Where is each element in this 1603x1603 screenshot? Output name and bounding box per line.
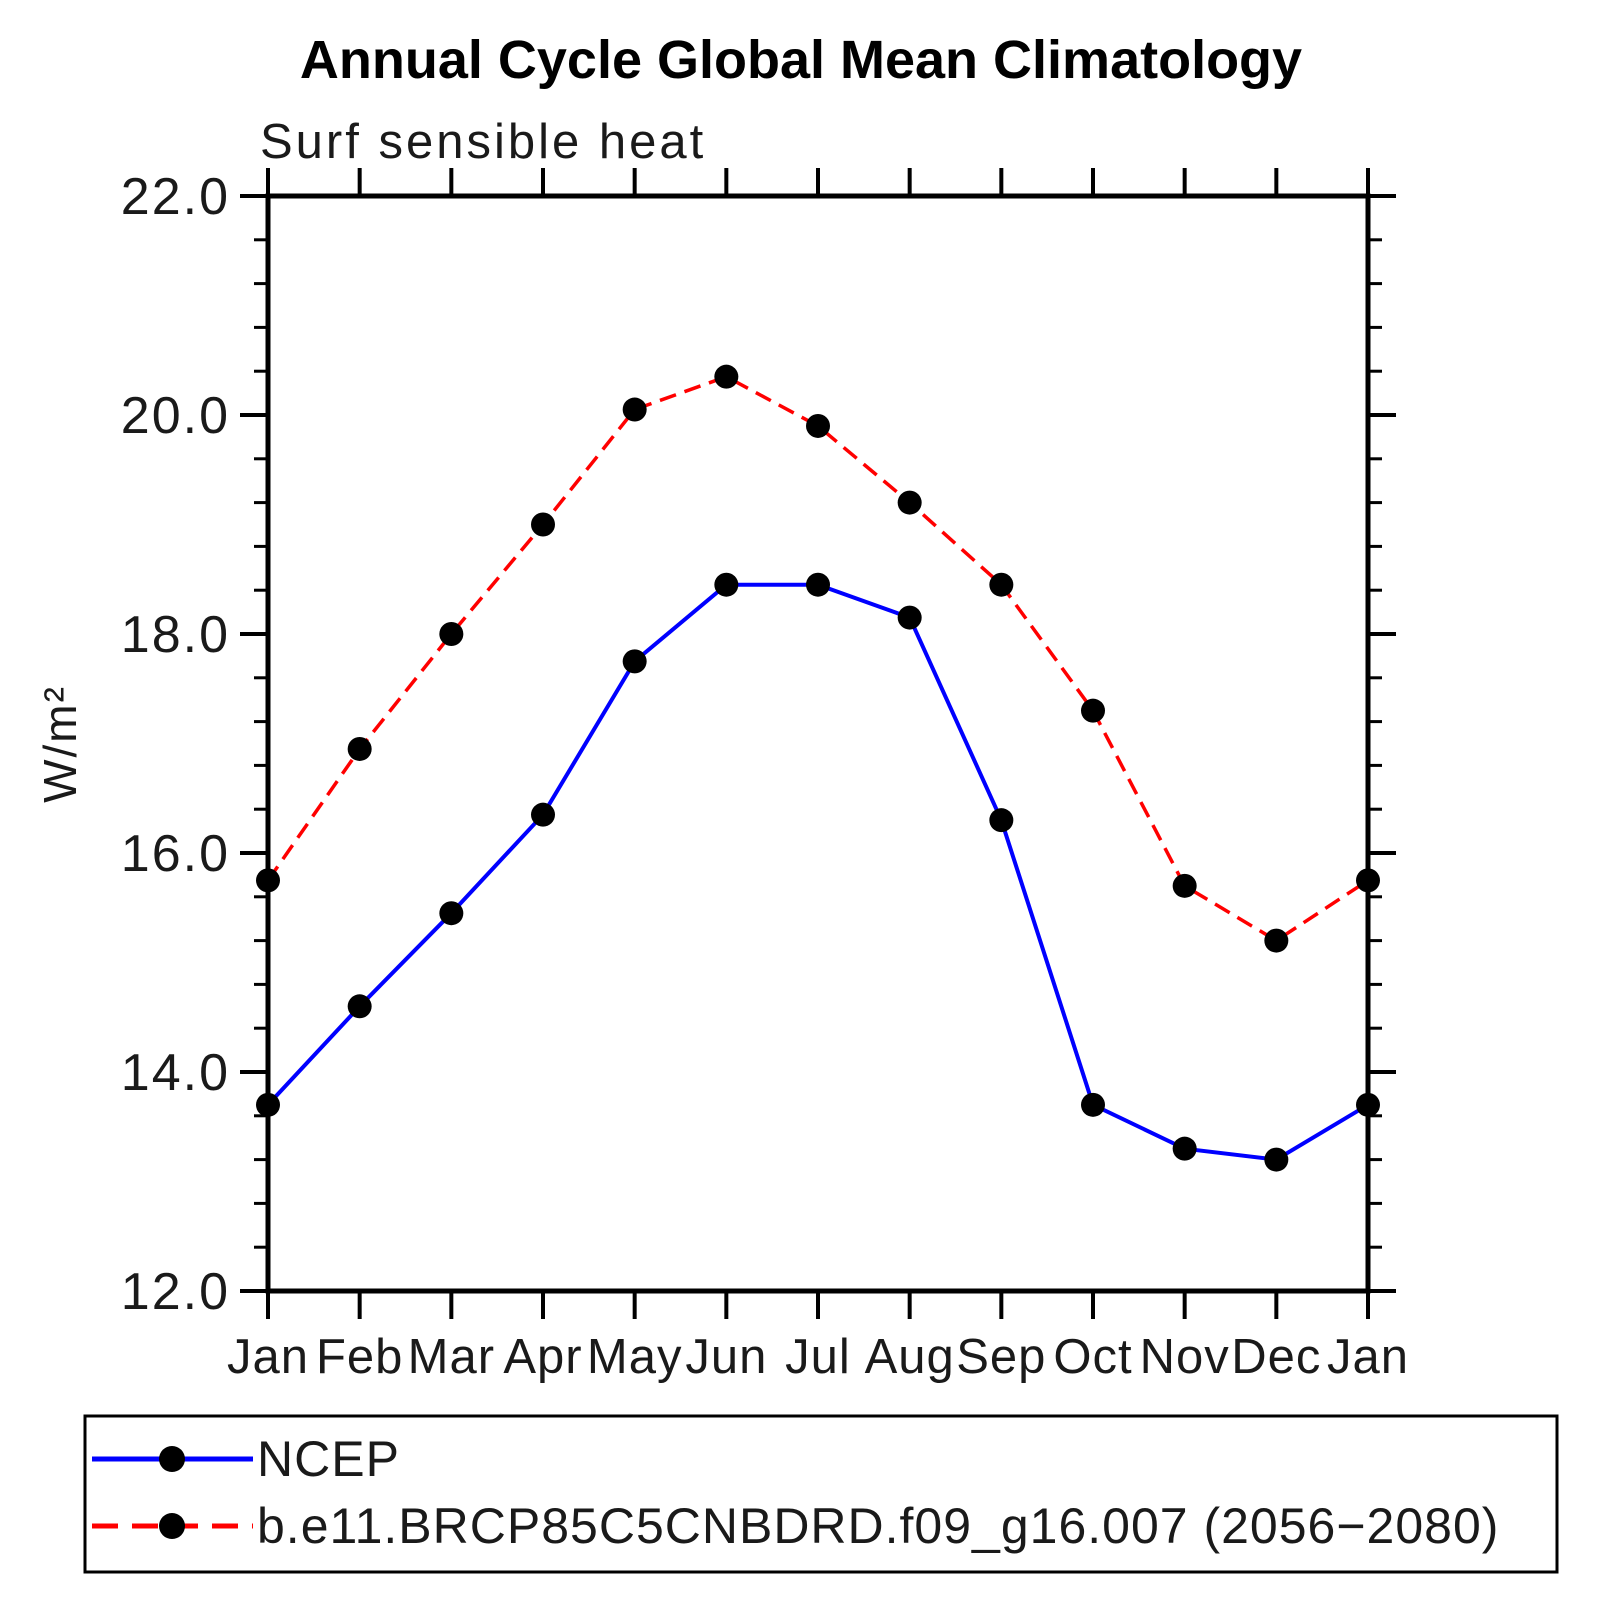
y-axis-label: W/m² bbox=[34, 685, 86, 803]
y-tick-label: 20.0 bbox=[121, 387, 230, 445]
month-label: Jan bbox=[227, 1330, 309, 1384]
month-label: Dec bbox=[1231, 1330, 1321, 1384]
series-marker-0 bbox=[1081, 1092, 1105, 1117]
legend-label-0: NCEP bbox=[257, 1431, 400, 1487]
series-line-1 bbox=[266, 374, 1369, 943]
y-tick-label: 18.0 bbox=[121, 606, 230, 664]
series-marker-1 bbox=[806, 413, 830, 438]
series-marker-0 bbox=[1264, 1147, 1289, 1172]
legend-label-1: b.e11.BRCP85C5CNBDRD.f09_g16.007 (2056−2… bbox=[257, 1498, 1499, 1554]
month-label: Jan bbox=[1327, 1330, 1409, 1384]
series-marker-1 bbox=[256, 868, 280, 893]
month-label: Sep bbox=[956, 1330, 1046, 1384]
month-label: Aug bbox=[865, 1330, 955, 1384]
month-label: Nov bbox=[1140, 1330, 1230, 1384]
series-marker-1 bbox=[622, 397, 647, 422]
legend-box bbox=[83, 1414, 1559, 1574]
series-marker-0 bbox=[256, 1092, 280, 1117]
series-marker-1 bbox=[1356, 868, 1380, 893]
series-marker-1 bbox=[897, 490, 922, 515]
legend: NCEP b.e11.BRCP85C5CNBDRD.f09_g16.007 (20… bbox=[83, 1414, 1559, 1574]
month-label: Jun bbox=[685, 1330, 767, 1384]
series-marker-0 bbox=[897, 605, 922, 630]
y-tick-label: 14.0 bbox=[121, 1044, 230, 1102]
month-label: Apr bbox=[503, 1330, 582, 1384]
y-tick-label: 16.0 bbox=[121, 825, 230, 883]
series-marker-1 bbox=[531, 512, 555, 537]
series-marker-1 bbox=[1081, 698, 1105, 723]
series-marker-0 bbox=[1356, 1092, 1380, 1117]
month-label: Jul bbox=[785, 1330, 851, 1384]
y-tick-label: 12.0 bbox=[121, 1263, 230, 1321]
month-label: Feb bbox=[316, 1330, 403, 1384]
series-marker-1 bbox=[714, 364, 739, 389]
plot-frame bbox=[265, 193, 1371, 1294]
series-marker-0 bbox=[714, 572, 739, 597]
chart-title: Annual Cycle Global Mean Climatology bbox=[300, 30, 1302, 90]
legend-marker-1 bbox=[159, 1513, 185, 1539]
series-marker-1 bbox=[439, 622, 464, 646]
y-tick-label: 22.0 bbox=[121, 168, 230, 226]
series-marker-0 bbox=[347, 994, 372, 1019]
legend-marker-0 bbox=[159, 1446, 185, 1472]
series-marker-0 bbox=[989, 808, 1014, 833]
series-marker-1 bbox=[1264, 928, 1289, 953]
series-marker-0 bbox=[806, 572, 830, 597]
data-series bbox=[256, 364, 1380, 1172]
series-marker-0 bbox=[622, 649, 647, 674]
series-marker-0 bbox=[531, 802, 555, 827]
series-marker-0 bbox=[1172, 1136, 1197, 1161]
series-line-0 bbox=[266, 582, 1370, 1162]
month-label: Oct bbox=[1053, 1330, 1132, 1384]
month-label: May bbox=[587, 1330, 683, 1384]
month-label: Mar bbox=[408, 1330, 495, 1384]
series-marker-0 bbox=[439, 901, 464, 926]
chart-subtitle: Surf sensible heat bbox=[260, 115, 706, 169]
series-marker-1 bbox=[1172, 873, 1197, 898]
series-marker-1 bbox=[989, 572, 1014, 597]
series-marker-1 bbox=[347, 736, 372, 761]
